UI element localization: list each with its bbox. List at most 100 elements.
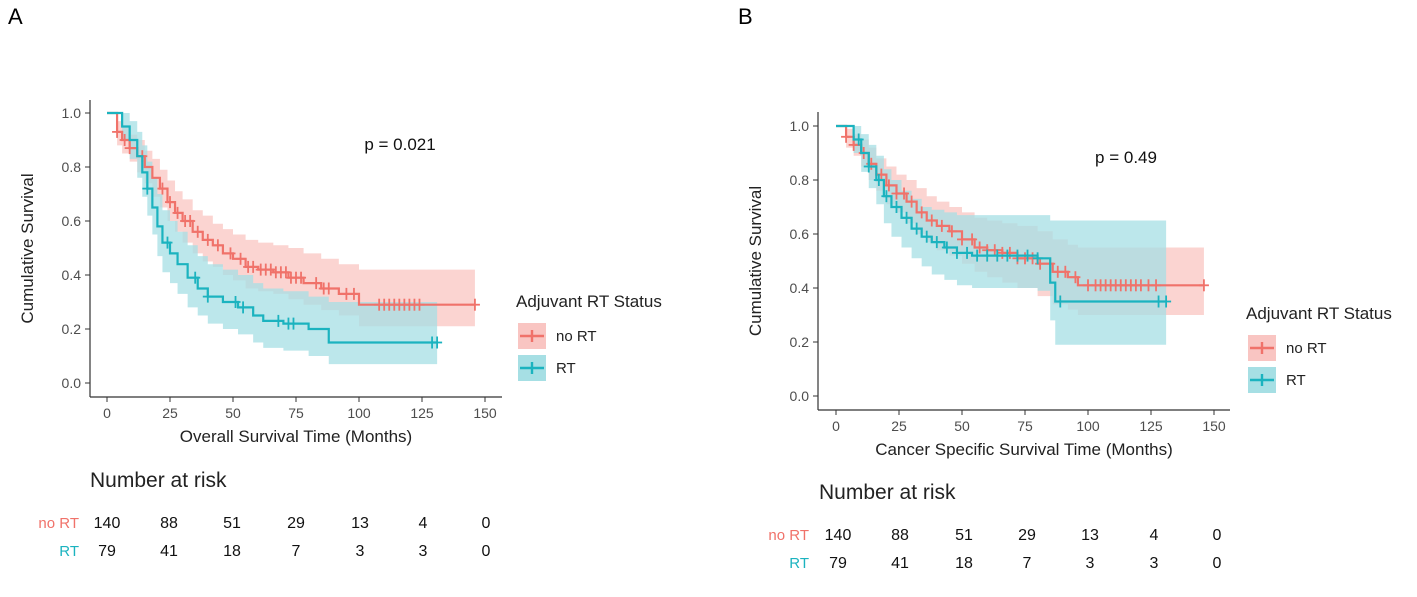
censor-mark-no-rt [157,182,168,195]
censor-mark-rt [238,301,249,314]
legend: Adjuvant RT Status no RT RT [516,292,662,381]
censor-mark-no-rt [323,282,334,295]
censor-mark-rt [941,241,952,254]
y-tick-label: 0.2 [790,334,810,350]
censor-mark-no-rt [967,233,978,246]
risk-cell: 18 [955,555,973,572]
legend: Adjuvant RT Status no RT RT [1246,304,1392,393]
censor-mark-rt [853,133,864,146]
censor-mark-no-rt [974,241,985,254]
survival-line-rt [107,111,438,344]
legend-item-no-rt: no RT [518,323,597,349]
risk-cell: 3 [1150,555,1159,572]
censor-mark-rt [190,271,201,284]
censor-mark-no-rt [212,239,223,252]
risk-cell: 51 [223,515,241,532]
risk-cell: 7 [292,543,301,560]
risk-cell: 140 [94,515,121,532]
censor-mark-rt [881,190,892,203]
p-value-annotation: p = 0.021 [364,135,435,154]
legend-label: no RT [556,328,597,345]
risk-table-title: Number at risk [819,481,956,504]
x-tick-label: 125 [1139,418,1163,434]
legend-label: no RT [1286,340,1327,357]
x-axis-title: Cancer Specific Survival Time (Months) [875,440,1173,459]
risk-row-label: no RT [768,527,809,544]
legend-label: RT [1286,372,1306,389]
censor-mark-no-rt [124,142,135,155]
censor-mark-rt [931,236,942,249]
x-tick-label: 25 [162,405,178,421]
censor-mark-rt [863,160,874,173]
risk-table-title: Number at risk [90,469,227,492]
y-tick-label: 0.2 [62,321,82,337]
y-tick-label: 1.0 [62,105,82,121]
panel-label: B [738,4,753,29]
x-tick-label: 100 [347,405,371,421]
risk-cell: 0 [482,515,491,532]
censor-mark-no-rt [119,134,130,146]
risk-cell: 0 [1213,527,1222,544]
risk-table: Number at risk no RT 140 88 51 29 13 4 0 RT 79 41 18… [38,469,490,560]
censor-mark-rt [982,249,993,262]
p-value-annotation: p = 0.49 [1095,148,1157,167]
censor-mark-no-rt [1070,271,1081,284]
risk-cell: 41 [160,543,178,560]
x-tick-label: 150 [1202,418,1226,434]
risk-cell: 140 [825,527,852,544]
censor-mark-no-rt [469,298,480,311]
legend-title: Adjuvant RT Status [516,292,662,311]
legend-item-rt: RT [1248,367,1306,393]
risk-cell: 7 [1023,555,1032,572]
legend-label: RT [556,360,576,377]
legend-item-no-rt: no RT [1248,335,1327,361]
x-tick-label: 125 [410,405,434,421]
risk-row-no-rt: no RT 140 88 51 29 13 4 0 [768,527,1221,544]
censor-mark-rt [962,246,973,259]
censor-mark-rt [1032,252,1043,265]
x-tick-label: 50 [225,405,241,421]
censor-mark-no-rt [936,219,947,232]
y-axis-title: Cumulative Survival [18,173,37,323]
risk-table: Number at risk no RT 140 88 51 29 13 4 0 RT 79 41 18… [768,481,1221,572]
y-tick-label: 1.0 [790,118,810,134]
censor-mark-no-rt [906,195,917,208]
censor-mark-no-rt [1151,279,1162,292]
censor-mark-no-rt [202,233,213,246]
ci-band-no-rt [107,113,475,327]
y-tick-label: 0.6 [790,226,810,242]
censor-mark-no-rt [348,287,359,300]
censor-mark-no-rt [926,214,937,227]
censor-mark-no-rt [841,130,852,143]
risk-cell: 13 [1081,527,1099,544]
risk-cell: 18 [223,543,241,560]
x-tick-label: 150 [473,405,497,421]
censor-mark-no-rt [265,263,276,276]
panel-label: A [8,4,23,29]
censor-mark-no-rt [899,187,910,200]
risk-cell: 0 [482,543,491,560]
censor-mark-rt [1055,295,1066,308]
risk-cell: 13 [351,515,369,532]
censor-mark-no-rt [957,233,967,246]
risk-cell: 29 [287,515,305,532]
censor-mark-no-rt [112,125,123,138]
y-tick-label: 0.8 [62,159,82,175]
y-tick-label: 0.0 [62,375,82,391]
legend-title: Adjuvant RT Status [1246,304,1392,323]
risk-cell: 51 [955,527,973,544]
censor-mark-rt [273,314,284,327]
y-axis-title: Cumulative Survival [746,186,765,336]
risk-row-label: no RT [38,515,79,532]
censor-mark-rt [992,249,1003,262]
censor-mark-rt [142,182,153,195]
censor-mark-no-rt [248,260,259,273]
censor-mark-rt [202,290,213,303]
x-tick-label: 0 [103,405,111,421]
risk-row-no-rt: no RT 140 88 51 29 13 4 0 [38,515,490,532]
censor-mark-rt [1161,295,1172,308]
x-tick-label: 50 [954,418,970,434]
censor-mark-rt [873,174,884,186]
censor-mark-rt [288,317,299,330]
censor-mark-no-rt [1198,279,1209,292]
